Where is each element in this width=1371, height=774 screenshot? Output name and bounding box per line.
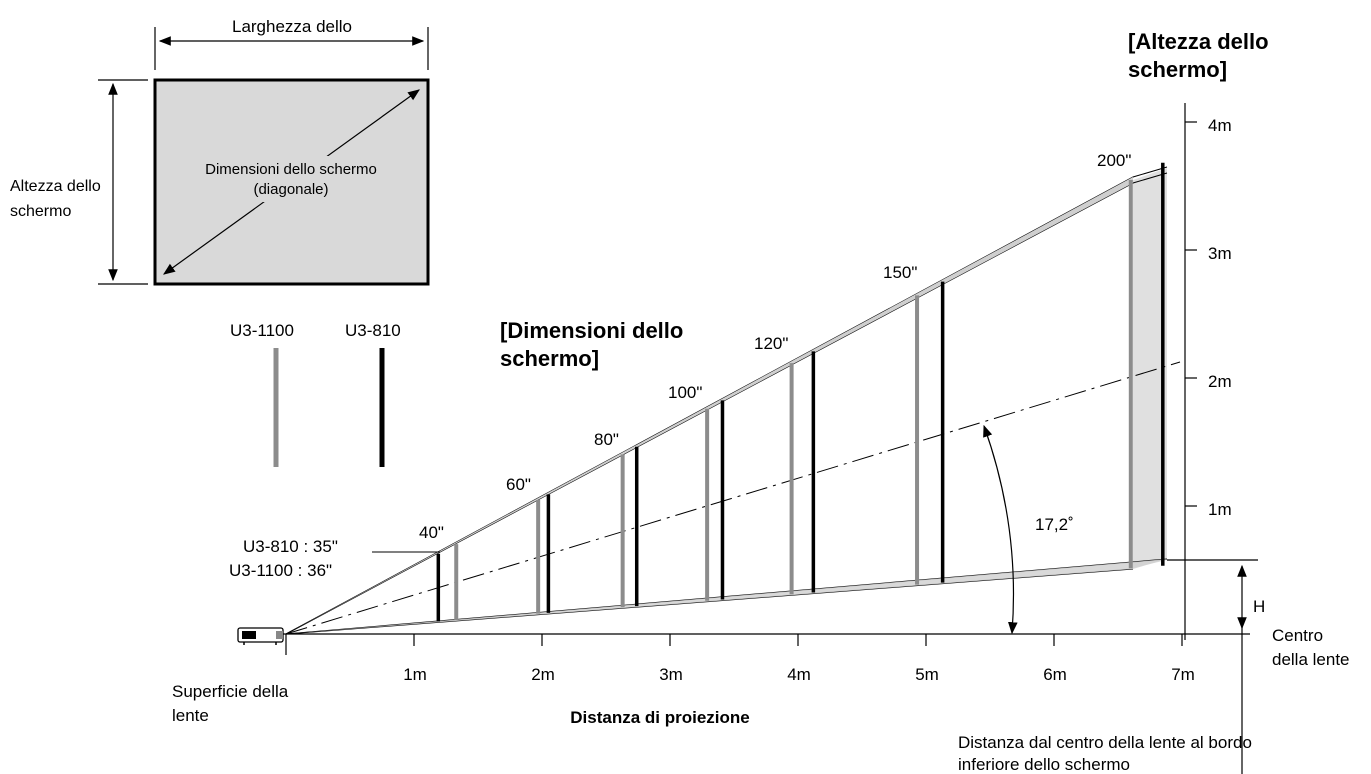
screen-size-title-line2: schermo] [500, 346, 599, 371]
x-tick-label-4m: 4m [787, 665, 811, 684]
h-label: H [1253, 597, 1265, 616]
legend-label-u3-1100: U3-1100 [230, 321, 294, 340]
screen-size-label-120: 120" [754, 334, 788, 353]
x-axis-tick-marks [413, 634, 1183, 646]
screen-size-label-40: 40" [419, 523, 444, 542]
min-size-u3-810: U3-810 : 35" [243, 537, 338, 556]
screen-size-label-150: 150" [883, 263, 917, 282]
lens-surface-label-line2: lente [172, 706, 209, 725]
lens-center-label-line1: Centro [1272, 626, 1323, 645]
min-size-u3-1100: U3-1100 : 36" [229, 561, 332, 580]
legend-label-u3-810: U3-810 [345, 321, 401, 340]
screen-size-label-200: 200" [1097, 151, 1131, 170]
height-label-line1: Altezza dello [10, 178, 101, 195]
lens-center-label-line2: della lente [1272, 650, 1350, 669]
screen-size-labels: 40" 60" 80" 100" 120" 150" 200" [419, 151, 1131, 542]
x-tick-label-3m: 3m [659, 665, 683, 684]
screen-200-area [1133, 168, 1167, 568]
main-diagram: 1m 2m 3m 4m 5m 6m 7m Distanza di proiezi… [172, 103, 1350, 774]
optical-axis [285, 361, 1181, 635]
offset-note-line1: Distanza dal centro della lente al bordo [958, 733, 1252, 752]
y-tick-label-3m: 3m [1208, 244, 1232, 263]
projector-icon [237, 627, 284, 645]
screen-size-title-line1: [Dimensioni dello [500, 318, 683, 343]
x-tick-label-6m: 6m [1043, 665, 1067, 684]
x-tick-label-7m: 7m [1171, 665, 1195, 684]
y-tick-label-2m: 2m [1208, 372, 1232, 391]
angle-label: 17,2˚ [1035, 515, 1074, 534]
x-axis-title: Distanza di proiezione [570, 708, 749, 727]
x-axis-tick-labels: 1m 2m 3m 4m 5m 6m 7m [403, 665, 1195, 684]
lens-surface-label-line1: Superficie della [172, 682, 289, 701]
width-label: Larghezza dello [232, 17, 352, 36]
x-tick-label-5m: 5m [915, 665, 939, 684]
screen-size-label-100: 100" [668, 383, 702, 402]
y-tick-label-4m: 4m [1208, 116, 1232, 135]
screen-size-label-80: 80" [594, 430, 619, 449]
offset-note-line2: inferiore dello schermo [958, 755, 1130, 774]
y-axis-tick-marks [1185, 121, 1197, 507]
x-tick-label-2m: 2m [531, 665, 555, 684]
y-axis-tick-labels: 1m 2m 3m 4m [1208, 116, 1232, 519]
screen-height-title-line1: [Altezza dello [1128, 29, 1269, 54]
diagonal-label-line2: (diagonale) [253, 181, 328, 198]
screen-bars [436, 162, 1165, 622]
screen-inset: Larghezza dello Altezza dello schermo Di… [10, 17, 430, 286]
screen-height-title-line2: schermo] [1128, 57, 1227, 82]
height-label-line2: schermo [10, 203, 71, 220]
angle-arc [983, 424, 1018, 635]
x-tick-label-1m: 1m [403, 665, 427, 684]
y-tick-label-1m: 1m [1208, 500, 1232, 519]
diagonal-label-line1: Dimensioni dello schermo [205, 161, 377, 178]
screen-size-label-60: 60" [506, 475, 531, 494]
legend: U3-1100 U3-810 [230, 321, 401, 467]
